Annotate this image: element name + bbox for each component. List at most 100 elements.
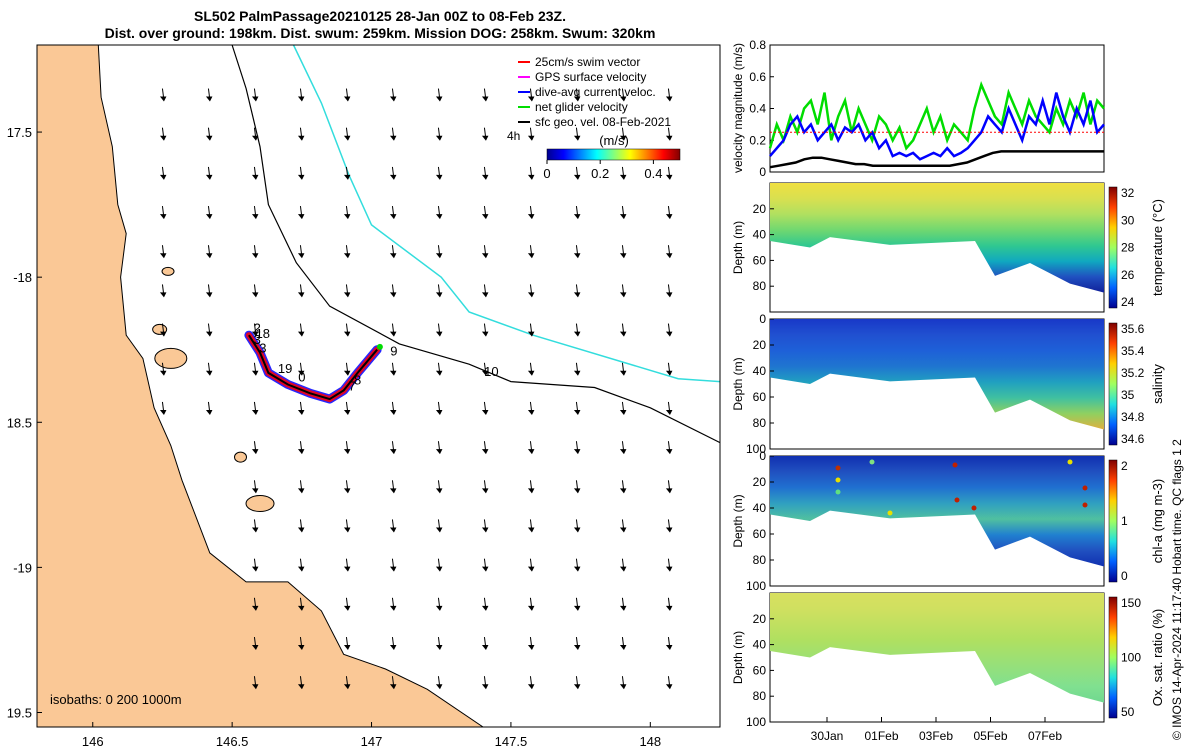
arrow-head bbox=[481, 605, 489, 611]
velocity-arrow bbox=[389, 636, 397, 651]
velocity-arrow bbox=[481, 323, 489, 337]
velocity-arrow bbox=[619, 597, 627, 611]
velocity-arrow bbox=[159, 166, 167, 180]
arrow-head bbox=[297, 488, 305, 494]
arrow-head bbox=[435, 527, 443, 533]
velocity-arrow bbox=[435, 88, 443, 102]
velocity-arrow bbox=[389, 206, 397, 220]
velocity-arrow bbox=[527, 401, 535, 415]
heatmap-data-3 bbox=[770, 593, 1104, 703]
arrow-head bbox=[619, 292, 627, 298]
heatmap-yticklabel-3-2: 60 bbox=[753, 663, 767, 677]
heatmap-yticklabel-2-5: 100 bbox=[746, 579, 766, 593]
arrow-head bbox=[665, 370, 673, 376]
arrow-head bbox=[435, 684, 443, 690]
colorbar-ticklabel-0-1: 30 bbox=[1121, 213, 1135, 227]
arrow-head bbox=[665, 566, 673, 572]
arrow-head bbox=[619, 527, 627, 533]
velocity-arrow bbox=[619, 323, 627, 337]
legend-label-2: dive-avg current veloc. bbox=[535, 85, 656, 99]
map-yticklabel-0: 17.5 bbox=[7, 125, 32, 140]
velocity-arrow bbox=[343, 676, 351, 690]
velocity-arrow bbox=[573, 480, 581, 494]
arrow-head bbox=[389, 370, 397, 376]
heatmap-yticklabel-3-1: 40 bbox=[753, 638, 767, 652]
arrow-head bbox=[665, 488, 673, 494]
chl-dot-2 bbox=[835, 489, 841, 495]
arrow-head bbox=[573, 684, 581, 690]
velocity-arrow bbox=[389, 480, 397, 494]
velocity-arrow bbox=[205, 166, 213, 180]
arrow-head bbox=[481, 566, 489, 572]
velocity-arrow bbox=[527, 206, 535, 220]
arrow-head bbox=[343, 331, 351, 337]
arrow-head bbox=[665, 645, 673, 651]
velocity-arrow bbox=[251, 88, 259, 102]
velocity-arrow bbox=[343, 362, 351, 376]
heatmap-yticklabel-1-3: 60 bbox=[753, 390, 767, 404]
colorbar-ticklabel-2-2: 0 bbox=[1121, 569, 1128, 583]
chl-dot-4 bbox=[952, 462, 958, 468]
figure-title-line2: Dist. over ground: 198km. Dist. swum: 25… bbox=[104, 25, 656, 41]
arrow-head bbox=[435, 645, 443, 651]
velocity-arrow bbox=[665, 401, 673, 415]
velocity-arrow bbox=[619, 480, 627, 494]
velocity-arrow bbox=[619, 206, 627, 220]
arrow-head bbox=[619, 370, 627, 376]
arrow-head bbox=[435, 135, 443, 141]
velocity-arrow bbox=[343, 245, 351, 259]
arrow-head bbox=[481, 449, 489, 455]
velocity-arrow bbox=[619, 401, 627, 415]
arrow-head bbox=[481, 527, 489, 533]
velocity-arrow bbox=[481, 519, 489, 533]
arrow-head bbox=[389, 292, 397, 298]
velocity-arrow bbox=[435, 676, 443, 690]
velocity-arrow bbox=[435, 519, 443, 533]
arrow-head bbox=[343, 253, 351, 259]
arrow-head bbox=[251, 605, 259, 611]
velocity-arrow bbox=[481, 558, 489, 572]
arrow-head bbox=[251, 449, 259, 455]
arrow-head bbox=[251, 684, 259, 690]
colorbar-label-1: salinity bbox=[1150, 364, 1165, 404]
arrow-head bbox=[343, 605, 351, 611]
arrow-head bbox=[297, 292, 305, 298]
heatmap-yticklabel-2-2: 40 bbox=[753, 501, 767, 515]
arrow-head bbox=[297, 214, 305, 220]
arrow-head bbox=[619, 96, 627, 102]
heatmap-yticklabel-1-5: 100 bbox=[746, 442, 766, 456]
heatmap-panel-0: 32 30 28 26 24 temperature (°C) 20 40 60 80 Depth … bbox=[731, 182, 1165, 313]
colorbar-ticklabel-3-1: 100 bbox=[1121, 651, 1141, 665]
velocity-arrow bbox=[389, 127, 397, 141]
velocity-arrow bbox=[527, 519, 535, 533]
chl-dot-1 bbox=[835, 477, 841, 483]
arrow-head bbox=[573, 409, 581, 415]
heatmap-yticklabel-3-3: 80 bbox=[753, 689, 767, 703]
velocity-arrow bbox=[343, 597, 351, 611]
velocity-arrow bbox=[665, 88, 673, 102]
velocity-arrow bbox=[251, 441, 259, 455]
arrow-head bbox=[665, 331, 673, 337]
velocity-arrow bbox=[527, 284, 535, 298]
arrow-head bbox=[665, 527, 673, 533]
arrow-head bbox=[481, 174, 489, 180]
colorbar-label-0: temperature (°C) bbox=[1150, 199, 1165, 296]
colorbar-ticklabel-1-0: 35.6 bbox=[1121, 322, 1145, 336]
arrow-head bbox=[159, 331, 167, 337]
velocity-arrow bbox=[297, 166, 305, 180]
velocity-arrow bbox=[481, 401, 489, 415]
arrow-head bbox=[389, 605, 397, 611]
colorbar-ticklabel-0-2: 28 bbox=[1121, 241, 1135, 255]
velocity-arrow bbox=[573, 127, 581, 141]
arrow-head bbox=[573, 449, 581, 455]
arrow-head bbox=[343, 566, 351, 572]
arrow-head bbox=[665, 253, 673, 259]
velocity-arrow bbox=[389, 166, 397, 180]
velocity-arrow bbox=[481, 166, 489, 180]
velocity-arrow bbox=[619, 166, 627, 180]
velocity-arrow bbox=[251, 636, 259, 651]
arrow-head bbox=[619, 684, 627, 690]
arrow-head bbox=[481, 370, 489, 376]
velocity-arrow bbox=[619, 519, 627, 533]
